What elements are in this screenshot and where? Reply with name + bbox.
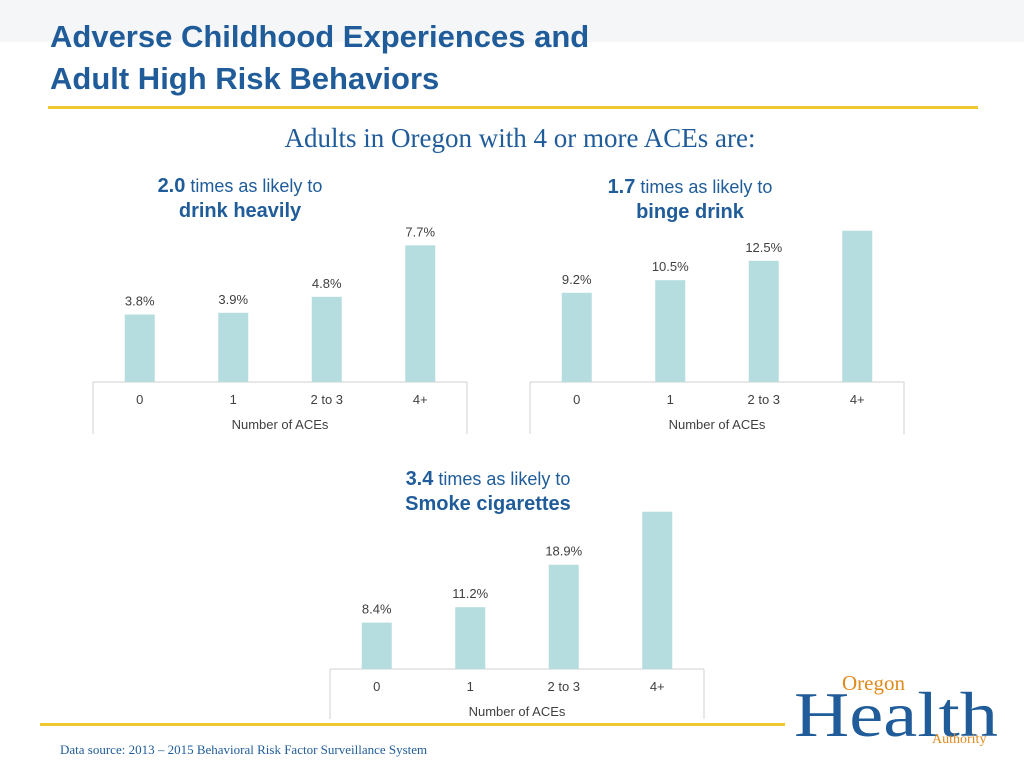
x-tick-label: 2 to 3 <box>310 392 343 407</box>
data-label: 8.4% <box>362 602 392 617</box>
x-tick-label: 0 <box>573 392 580 407</box>
logo-health: Health <box>794 679 998 746</box>
caption-ratio: 1.7 <box>607 176 636 198</box>
x-axis-label: Number of ACEs <box>669 417 766 432</box>
data-label: 3.8% <box>125 294 155 309</box>
data-label: 18.9% <box>545 544 582 559</box>
bar <box>311 296 342 382</box>
x-tick-label: 2 to 3 <box>547 679 580 694</box>
data-label: 4.8% <box>312 276 342 291</box>
x-tick-label: 4+ <box>850 392 865 407</box>
logo-oregon: Oregon <box>842 671 905 695</box>
data-label: 3.9% <box>218 292 248 307</box>
data-label: 12.5% <box>745 240 782 255</box>
bar <box>218 312 249 382</box>
chart-drink-heavily: 3.8% 0 3.9% 1 4.8% 2 to 3 7.7% 4+ Number of ACEs <box>92 225 468 434</box>
bar <box>455 607 486 669</box>
data-label: 10.5% <box>652 259 689 274</box>
title-line-2: Adult High Risk Behaviors <box>50 61 440 96</box>
caption-behavior: binge drink <box>636 201 744 223</box>
bar <box>561 292 592 382</box>
bar <box>124 314 155 382</box>
x-axis-label: Number of ACEs <box>469 704 566 719</box>
caption-behavior: drink heavily <box>178 200 302 222</box>
caption-ratio: 2.0 <box>157 175 186 197</box>
data-label: 9.2% <box>562 272 592 287</box>
x-tick-label: 0 <box>373 679 380 694</box>
caption-behavior: Smoke cigarettes <box>405 493 571 515</box>
data-label: 28.5% <box>639 505 676 506</box>
header-band <box>0 0 1024 42</box>
caption-text: times as likely to <box>185 176 323 196</box>
caption-smoke-cigarettes: 3.4 times as likely to Smoke cigarettes <box>368 467 608 517</box>
data-label: 11.2% <box>452 586 488 601</box>
bar <box>405 245 436 382</box>
logo-authority: Authority <box>932 732 986 746</box>
x-axis-label: Number of ACEs <box>232 417 329 432</box>
caption-drink-heavily: 2.0 times as likely to drink heavily <box>120 174 360 224</box>
bar <box>361 622 392 669</box>
bar <box>548 564 579 669</box>
caption-binge-drink: 1.7 times as likely to binge drink <box>570 175 810 225</box>
bar <box>748 260 779 382</box>
bar <box>642 511 673 669</box>
data-source: Data source: 2013 – 2015 Behavioral Risk… <box>60 742 428 757</box>
slide-subtitle: Adults in Oregon with 4 or more ACEs are… <box>284 123 756 153</box>
caption-ratio: 3.4 <box>405 468 434 490</box>
title-divider <box>48 106 978 109</box>
chart-smoke-cigarettes: 8.4% 0 11.2% 1 18.9% 2 to 3 28.5% 4+ Number of A… <box>329 505 705 719</box>
caption-text: times as likely to <box>433 469 571 489</box>
x-tick-label: 1 <box>230 392 237 407</box>
page-title: Adverse Childhood Experiences and Adult … <box>50 16 589 100</box>
oregon-health-authority-logo: Oregon Health Authority <box>794 671 998 746</box>
footer-divider <box>40 723 785 726</box>
x-tick-label: 4+ <box>650 679 665 694</box>
data-label: 7.7% <box>405 225 435 239</box>
x-tick-label: 2 to 3 <box>747 392 780 407</box>
caption-text: times as likely to <box>635 177 773 197</box>
x-tick-label: 4+ <box>413 392 428 407</box>
x-tick-label: 1 <box>667 392 674 407</box>
bar <box>655 280 686 382</box>
chart-binge-drink: 9.2%010.5%112.5%2 to 315.6%4+Number of A… <box>529 230 905 434</box>
title-line-1: Adverse Childhood Experiences and <box>50 19 590 54</box>
bar <box>842 230 873 382</box>
x-tick-label: 1 <box>467 679 474 694</box>
x-tick-label: 0 <box>136 392 143 407</box>
